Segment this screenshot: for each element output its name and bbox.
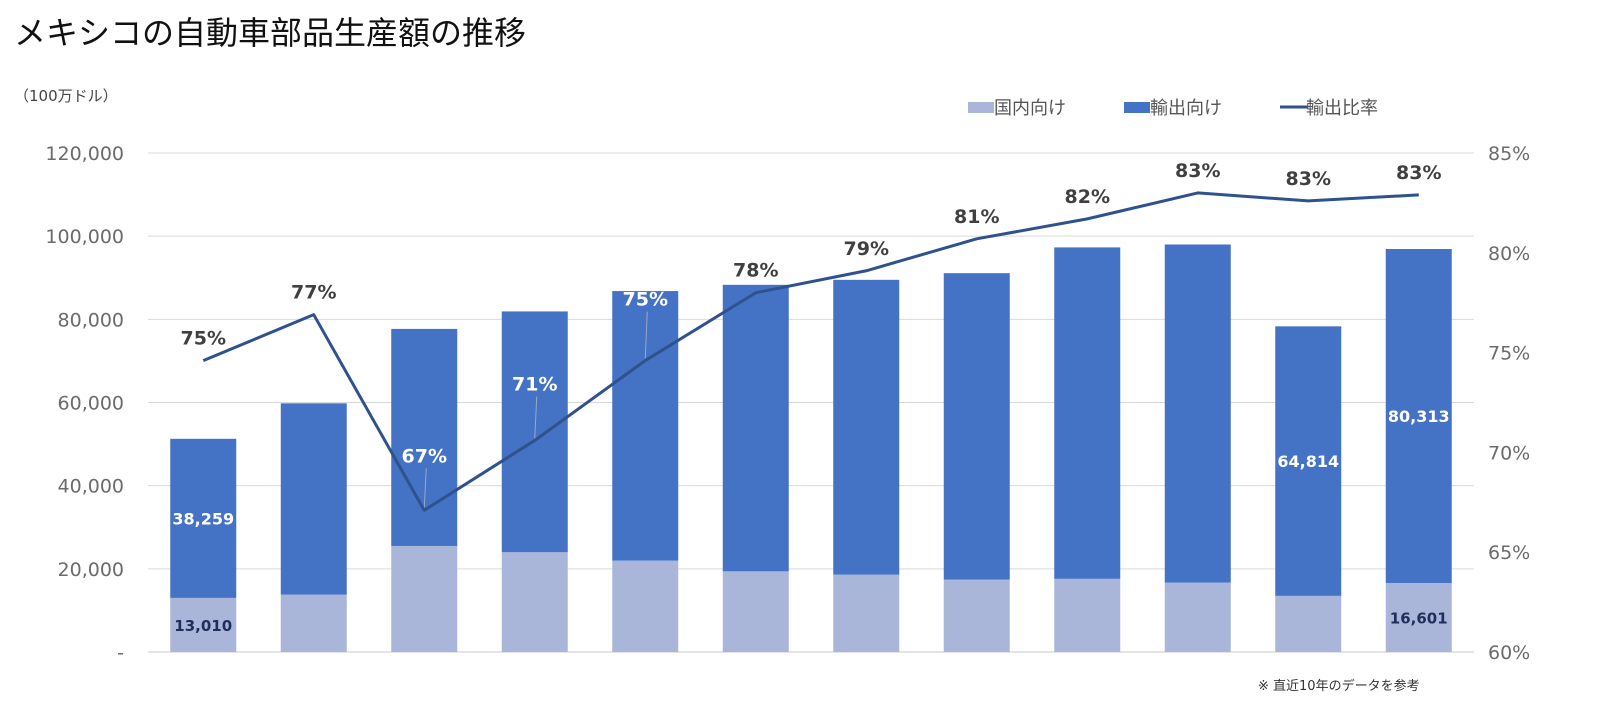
legend-label: 輸出比率: [1306, 98, 1378, 119]
bar-export: [391, 328, 458, 546]
right-axis: 60% 65% 70% 75% 80% 85%: [1488, 143, 1530, 664]
bar-domestic: [1385, 582, 1452, 652]
pct-label: 81%: [954, 206, 999, 228]
bar-domestic: [1275, 595, 1342, 652]
bar-domestic: [1054, 578, 1121, 652]
bar-domestic: [170, 597, 237, 652]
right-tick-label: 70%: [1488, 442, 1530, 464]
bar-export: [943, 273, 1010, 580]
bar-value-label: 80,313: [1388, 407, 1450, 426]
left-tick-label: 120,000: [45, 143, 124, 165]
bar-value-label: 16,601: [1390, 609, 1448, 627]
ratio-line: [202, 191, 1419, 512]
pct-label: 78%: [733, 260, 778, 282]
right-tick-label: 75%: [1488, 343, 1530, 365]
left-tick-label: 80,000: [58, 309, 124, 331]
pct-label: 83%: [1286, 168, 1331, 190]
bar-domestic: [501, 552, 568, 652]
pct-label: 75%: [623, 289, 668, 311]
bar-export: [722, 284, 789, 572]
bar-value-label: 13,010: [174, 617, 232, 635]
bar-domestic: [833, 574, 900, 652]
legend-swatch: [968, 102, 994, 113]
bar-domestic: [1164, 582, 1231, 652]
bar-export: [612, 291, 679, 561]
right-tick-label: 60%: [1488, 642, 1530, 664]
left-tick-label: 40,000: [58, 476, 124, 498]
label-leader-line: [423, 468, 427, 509]
bar-export: [1385, 248, 1452, 583]
bar-domestic: [612, 560, 679, 652]
ratio-line-group: [202, 191, 1419, 512]
gridlines: [148, 152, 1474, 653]
pct-label: 71%: [512, 373, 557, 395]
pct-label: 75%: [181, 328, 226, 350]
bar-domestic: [391, 545, 458, 652]
legend-swatch: [1124, 102, 1150, 113]
bar-export: [170, 438, 237, 598]
unit-label: （100万ドル）: [14, 87, 118, 105]
legend: 国内向け 輸出向け 輸出比率: [968, 98, 1378, 119]
pct-label: 67%: [402, 445, 447, 467]
left-tick-label: 20,000: [58, 559, 124, 581]
bar-export: [833, 279, 900, 575]
bar-export: [280, 403, 347, 595]
leader-lines: [423, 311, 648, 509]
left-tick-label: -: [117, 642, 124, 664]
left-tick-label: 60,000: [58, 393, 124, 415]
bar-domestic: [722, 571, 789, 652]
data-labels: 13,010 16,601 38,259 64,814 80,313 75% 77% 67% 7…: [172, 160, 1449, 635]
bar-export: [1054, 247, 1121, 579]
legend-label: 輸出向け: [1150, 98, 1222, 119]
bar-export: [1164, 244, 1231, 583]
bars: [170, 244, 1452, 652]
label-leader-line: [534, 396, 538, 439]
legend-label: 国内向け: [994, 98, 1066, 119]
pct-label: 77%: [291, 282, 336, 304]
left-axis: - 20,000 40,000 60,000 80,000 100,000 120,000: [45, 143, 124, 664]
pct-label: 79%: [844, 238, 889, 260]
pct-label: 82%: [1065, 186, 1110, 208]
label-leader-line: [644, 311, 648, 359]
right-tick-label: 80%: [1488, 243, 1530, 265]
right-tick-label: 85%: [1488, 143, 1530, 165]
pct-label: 83%: [1175, 160, 1220, 182]
bar-domestic: [943, 579, 1010, 652]
bar-value-label: 38,259: [172, 509, 234, 528]
bar-value-label: 64,814: [1277, 452, 1339, 471]
left-tick-label: 100,000: [45, 226, 124, 248]
footnote: ※ 直近10年のデータを参考: [1258, 678, 1420, 694]
bar-export: [1275, 326, 1342, 596]
pct-label: 83%: [1396, 162, 1441, 184]
bar-domestic: [280, 594, 347, 652]
right-tick-label: 65%: [1488, 542, 1530, 564]
chart-title: メキシコの自動車部品生産額の推移: [14, 14, 526, 52]
